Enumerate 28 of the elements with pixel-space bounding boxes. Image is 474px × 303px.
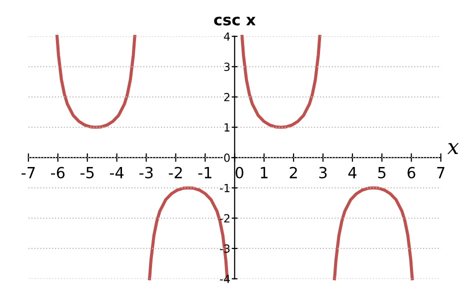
y-tick-label: 4 (224, 32, 230, 41)
x-tick-label: -4 (110, 167, 124, 178)
x-tick-label: 1 (260, 167, 268, 178)
x-tick-label: -1 (198, 167, 212, 178)
chart-title: csc x (214, 16, 256, 26)
y-tick-label: 2 (224, 92, 230, 102)
x-axis-title: x (447, 143, 459, 154)
x-tick-label: 6 (408, 166, 416, 178)
line-series (55, 34, 136, 129)
x-tick-label: -3 (139, 166, 153, 178)
y-tick-label: 3 (224, 62, 230, 72)
x-tick-label: 4 (348, 167, 356, 178)
x-tick-label: 2 (290, 166, 297, 178)
x-tick-label: -5 (80, 167, 94, 178)
x-tick-label: 3 (319, 166, 327, 178)
y-tick-label: -4 (220, 274, 230, 283)
y-tick-label: -2 (220, 214, 230, 222)
y-tick-label: 0 (224, 154, 230, 162)
x-tick-label: -7 (22, 167, 35, 178)
line-series (332, 186, 414, 280)
y-tick-label: 1 (224, 123, 230, 132)
line-series (240, 34, 322, 129)
x-tick-label: 5 (378, 167, 386, 178)
y-tick-label: -1 (220, 184, 230, 192)
x-tick-label: 7 (437, 167, 444, 178)
x-tick-label: -6 (51, 166, 65, 178)
x-tick-label: -2 (168, 166, 182, 178)
x-tick-label: 0 (236, 166, 244, 178)
